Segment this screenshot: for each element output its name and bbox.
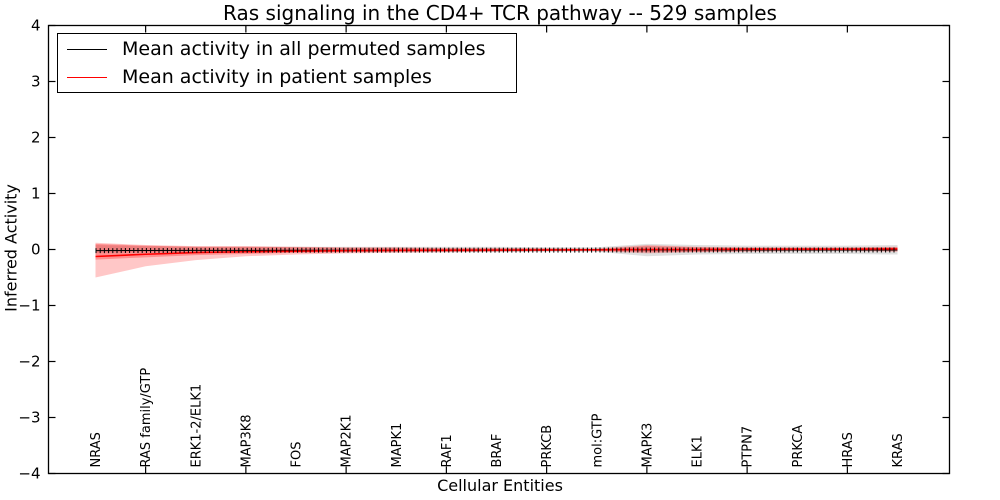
y-tick-label: 0: [31, 241, 41, 259]
x-tick-label: MAP3K8: [239, 414, 254, 467]
x-tick-label: RAS family/GTP: [139, 368, 154, 468]
y-tick-label: −2: [18, 353, 40, 371]
x-tick-label: ELK1: [691, 435, 706, 467]
legend-item-patient: Mean activity in patient samples: [58, 63, 516, 91]
y-tick-label: −1: [18, 297, 40, 315]
x-tick-label: MAPK1: [390, 423, 405, 468]
series-markers-permuted: [95, 247, 898, 254]
y-tick-label: 1: [31, 185, 41, 203]
y-axis-label: Inferred Activity: [1, 184, 21, 312]
x-axis-label: Cellular Entities: [437, 476, 563, 495]
legend-line-sample-red: [67, 76, 107, 78]
x-tick-label: HRAS: [841, 432, 856, 467]
x-tick-label: MAPK3: [640, 423, 655, 468]
legend-line-sample-black: [67, 48, 107, 50]
x-tick-label: mol:GTP: [590, 413, 605, 467]
x-tick-label: PTPN7: [741, 426, 756, 468]
x-tick-label: PRKCB: [540, 425, 555, 468]
y-tick-label: 3: [31, 73, 41, 91]
x-tick-label: MAP2K1: [340, 414, 355, 467]
y-tick-label: −4: [18, 465, 40, 483]
x-tick-label: BRAF: [490, 434, 505, 468]
chart-title: Ras signaling in the CD4+ TCR pathway --…: [223, 1, 777, 25]
legend: Mean activity in all permuted samples Me…: [57, 33, 517, 93]
y-tick-label: 2: [31, 129, 41, 147]
x-tick-label: RAF1: [440, 434, 455, 467]
x-tick-label: NRAS: [89, 432, 104, 467]
y-tick-label: 4: [31, 17, 41, 35]
x-tick-label: KRAS: [891, 433, 906, 467]
legend-item-permuted: Mean activity in all permuted samples: [58, 35, 516, 63]
x-tick-label: PRKCA: [791, 425, 806, 468]
y-tick-label: −3: [18, 409, 40, 427]
x-tick-label: ERK1-2/ELK1: [189, 384, 204, 468]
x-tick-label: FOS: [290, 442, 305, 468]
legend-label-patient: Mean activity in patient samples: [122, 66, 432, 88]
legend-label-permuted: Mean activity in all permuted samples: [122, 38, 486, 60]
